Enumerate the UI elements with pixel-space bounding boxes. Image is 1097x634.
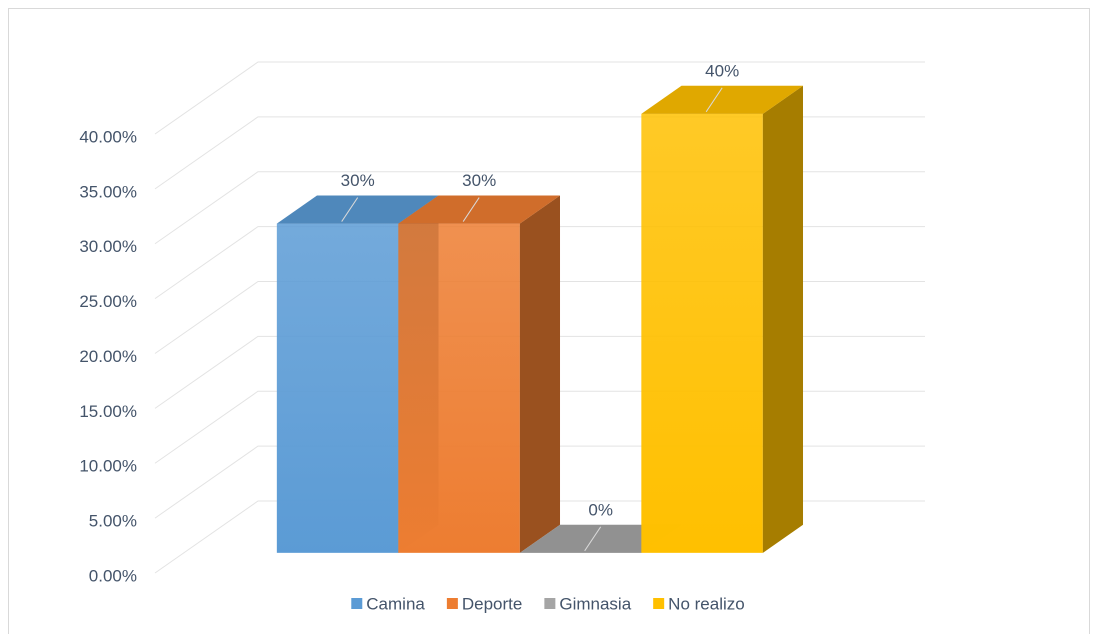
data-label: 40% [705,61,739,80]
legend-swatch [544,598,556,609]
legend-swatch [653,598,665,609]
legend-label: Deporte [462,594,522,613]
legend-swatch [446,598,458,609]
bar-front [641,113,763,553]
data-label: 0% [588,500,613,519]
y-tick-label: 25.00% [79,292,137,311]
shade [519,524,682,553]
shade [762,85,804,553]
grid-line [154,61,925,135]
y-tick-label: 5.00% [89,512,137,531]
y-tick-label: 30.00% [79,237,137,256]
leader-line [705,87,723,113]
y-tick-label: 35.00% [79,182,137,201]
bar-top [398,195,561,224]
legend-swatch [351,598,363,609]
y-tick-label: 20.00% [79,347,137,366]
bar-front [276,223,399,553]
legend-label: Gimnasia [559,594,631,613]
data-label: 30% [341,171,375,190]
shade [398,195,561,224]
bar-top [276,195,439,224]
y-tick-label: 15.00% [79,402,137,421]
legend: Camina Deporte Gimnasia No realizo [351,594,745,613]
bar-side [762,85,804,553]
y-tick-label: 40.00% [79,127,137,146]
y-tick-label: 0.00% [89,566,137,585]
leader-line [584,526,602,552]
leader-line [341,197,359,222]
leader-line [462,197,480,222]
legend-label: No realizo [668,594,745,613]
shade [276,195,439,224]
shade [641,85,804,114]
bar-top [641,85,804,114]
bar-side [519,195,561,553]
y-tick-label: 10.00% [79,457,137,476]
legend-label: Camina [366,594,425,613]
shade [519,195,561,553]
bar-front [398,223,520,553]
data-label: 30% [462,171,496,190]
bar-top [519,524,682,553]
